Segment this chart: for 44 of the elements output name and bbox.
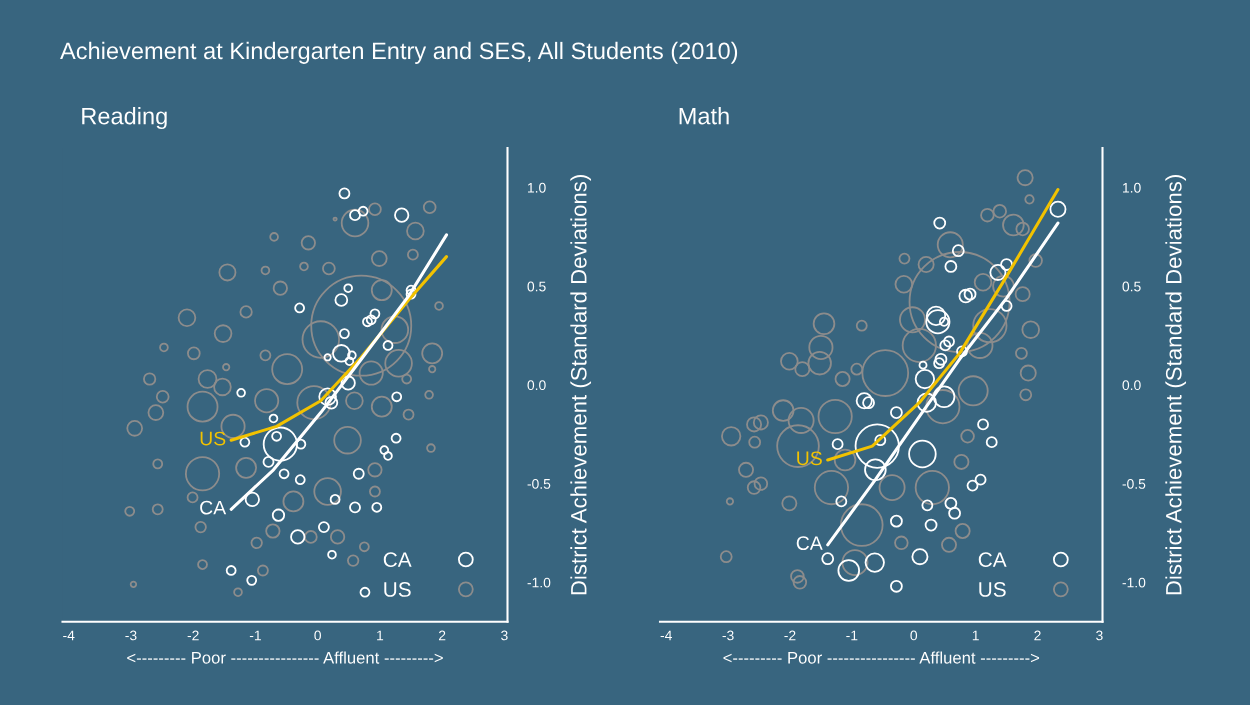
y-tick-label: -0.5 xyxy=(527,478,551,489)
series-label: CA xyxy=(200,500,227,515)
series-label: US xyxy=(200,431,226,446)
x-tick-label: 0 xyxy=(910,630,918,641)
line-series xyxy=(826,221,1060,547)
y-tick-label: 0.0 xyxy=(527,380,546,391)
y-tick-label: 1.0 xyxy=(1123,182,1141,193)
y-tick-label: 0.5 xyxy=(527,281,546,292)
line-series xyxy=(229,233,449,511)
x-tick-label: 1 xyxy=(972,630,979,641)
x-tick-label: -2 xyxy=(187,630,199,641)
chart-title: Achievement at Kindergarten Entry and SES, All Students (2010) xyxy=(60,41,738,64)
x-tick-label: 2 xyxy=(438,630,446,641)
series-label: US xyxy=(797,451,822,466)
y-axis-title: District Achievement (Standard Deviations) xyxy=(570,175,592,595)
y-tick-label: -1.0 xyxy=(527,577,551,588)
chart-subtitle: Reading xyxy=(82,107,167,130)
y-tick-label: 1.0 xyxy=(528,182,546,193)
x-axis-title: <--------- Poor ---------------- Affluent ---------> xyxy=(723,651,1040,664)
x-tick-label: 2 xyxy=(1034,630,1041,641)
y-tick-label: 0.5 xyxy=(1122,281,1141,292)
x-tick-label: 3 xyxy=(501,630,508,641)
x-tick-label: 3 xyxy=(1096,630,1103,641)
x-tick-label: -3 xyxy=(125,630,137,641)
series-label: CA xyxy=(796,536,823,551)
legend-label: US xyxy=(979,582,1006,597)
y-tick-label: 0.0 xyxy=(1122,380,1141,391)
x-tick-label: -1 xyxy=(249,630,261,641)
y-tick-label: -1.0 xyxy=(1122,577,1146,588)
x-tick-label: 1 xyxy=(377,630,384,641)
y-axis-title: District Achievement (Standard Deviations) xyxy=(1165,175,1187,595)
legend-label: US xyxy=(384,582,411,597)
x-tick-label: 0 xyxy=(314,630,321,641)
x-tick-label: -2 xyxy=(784,630,796,641)
chart-subtitle: Math xyxy=(679,107,729,125)
x-tick-label: -1 xyxy=(846,630,858,641)
y-tick-label: -0.5 xyxy=(1122,478,1146,489)
legend-label: CA xyxy=(383,552,412,568)
legend-label: CA xyxy=(978,552,1007,568)
x-tick-label: -3 xyxy=(722,630,734,641)
line-series xyxy=(826,187,1060,462)
x-tick-label: -4 xyxy=(660,630,672,641)
x-tick-label: -4 xyxy=(63,630,75,641)
x-axis-title: <--------- Poor ---------------- Affluent ---------> xyxy=(127,651,443,664)
